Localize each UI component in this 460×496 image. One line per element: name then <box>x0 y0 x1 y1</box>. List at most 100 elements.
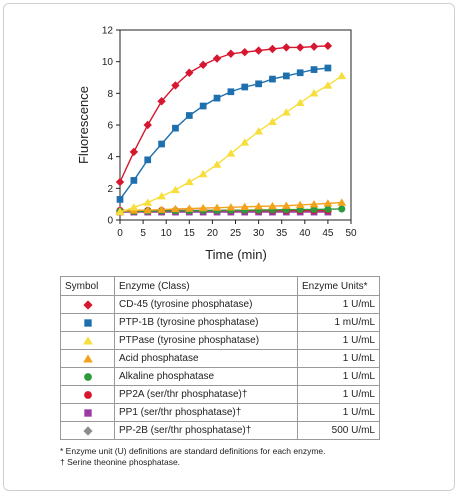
data-point <box>157 205 166 213</box>
y-tick-label: 2 <box>107 184 113 195</box>
y-tick-label: 4 <box>107 152 113 163</box>
legend-marker-icon <box>83 390 92 399</box>
y-axis-title: Fluorescence <box>76 86 91 164</box>
data-point <box>129 203 139 211</box>
dagger-footnote: † Serine theonine phosphatase. <box>60 456 181 467</box>
data-point <box>115 177 125 187</box>
data-point <box>255 80 262 88</box>
data-point <box>282 43 291 52</box>
data-point <box>184 177 194 186</box>
legend-enzyme-cell: Acid phosphatase <box>114 349 298 368</box>
legend-marker-icon <box>83 372 92 381</box>
data-point <box>130 177 138 184</box>
legend-row: Acid phosphatase 1 U/mL <box>60 349 380 368</box>
data-point <box>281 108 291 116</box>
legend-symbol-cell <box>60 403 115 422</box>
data-point <box>171 185 180 194</box>
legend-enzyme-cell: PTP-1B (tyrosine phosphatase) <box>114 313 298 332</box>
data-point <box>212 160 222 168</box>
data-point <box>337 198 347 206</box>
units-footnote: * Enzyme unit (U) definitions are standa… <box>60 446 326 456</box>
footnotes: * Enzyme unit (U) definitions are standa… <box>60 446 400 467</box>
legend-units-cell: 1 U/mL <box>297 295 380 314</box>
x-axis-title: Time (min) <box>205 247 267 262</box>
data-point <box>198 169 208 178</box>
data-point <box>323 81 333 89</box>
data-point <box>269 75 276 83</box>
data-point <box>143 205 153 214</box>
legend-units-cell: 1 U/mL <box>297 331 380 350</box>
x-tick-label: 10 <box>161 228 173 239</box>
x-tick-label: 0 <box>117 228 123 239</box>
x-tick-label: 35 <box>276 228 288 239</box>
legend-symbol-cell <box>60 421 115 440</box>
data-point <box>241 83 249 91</box>
data-point <box>323 41 333 51</box>
legend-row: PTP-1B (tyrosine phosphatase) 1 mU/mL <box>60 313 380 332</box>
data-point <box>309 89 319 97</box>
legend-enzyme-cell: PTPase (tyrosine phosphatase) <box>114 331 298 350</box>
x-tick-label: 30 <box>253 228 265 239</box>
legend-enzyme-cell: CD-45 (tyrosine phosphatase) <box>114 295 298 314</box>
legend-units-cell: 500 U/mL <box>297 421 380 440</box>
fluorescence-chart: 0 5 10 15 20 25 30 35 40 45 50 0 2 4 6 8 10 12 Fluorescen… <box>76 26 357 263</box>
plot-area-frame <box>119 29 352 221</box>
legend-marker-icon <box>83 318 92 327</box>
legend-enzyme-cell: Alkaline phosphatase <box>114 367 298 386</box>
data-point <box>158 140 165 148</box>
data-point <box>324 205 332 213</box>
data-point <box>171 81 180 90</box>
data-point <box>171 204 180 213</box>
legend-marker-icon <box>82 353 93 362</box>
data-point <box>198 60 208 70</box>
legend-symbol-cell <box>60 331 115 350</box>
legend-row: PTPase (tyrosine phosphatase) 1 U/mL <box>60 331 380 350</box>
data-point <box>129 147 139 157</box>
y-tick-label: 10 <box>102 57 114 68</box>
data-point <box>240 47 249 57</box>
data-point <box>268 117 277 125</box>
data-point <box>268 201 277 210</box>
legend-marker <box>83 372 92 381</box>
data-point <box>240 202 250 211</box>
legend-row: PP1 (ser/thr phosphatase)† 1 U/mL <box>60 403 380 422</box>
enzyme-legend-table: Symbol Enzyme (Class) Enzyme Units* CD-4… <box>60 276 380 440</box>
data-point <box>282 72 290 80</box>
series-line <box>119 75 343 213</box>
legend-symbol-cell <box>60 295 115 314</box>
data-point <box>295 98 305 106</box>
legend-row: PP2A (ser/thr phosphatase)† 1 U/mL <box>60 385 380 404</box>
legend-marker-icon <box>83 408 92 417</box>
legend-units-cell: 1 U/mL <box>297 367 380 386</box>
data-point <box>310 205 318 213</box>
legend-marker <box>82 299 93 310</box>
legend-marker <box>82 425 93 436</box>
legend-marker-icon <box>82 425 93 436</box>
y-tick-label: 6 <box>107 121 113 132</box>
data-point <box>254 202 264 210</box>
data-point <box>310 66 318 73</box>
data-point <box>254 46 263 55</box>
x-tick-label: 40 <box>299 228 311 239</box>
legend-marker <box>83 318 92 327</box>
data-point <box>198 203 208 212</box>
data-point <box>324 64 332 72</box>
legend-row: CD-45 (tyrosine phosphatase) 1 U/mL <box>60 295 380 314</box>
data-point <box>212 54 222 63</box>
legend-symbol-cell <box>60 367 115 386</box>
legend-row: PP-2B (ser/thr phosphatase)† 500 U/mL <box>60 421 380 440</box>
legend-units-cell: 1 U/mL <box>297 385 380 404</box>
legend-units-cell: 1 U/mL <box>297 349 380 368</box>
legend-enzyme-cell: PP-2B (ser/thr phosphatase)† <box>114 421 298 440</box>
data-point <box>323 199 333 207</box>
data-point <box>268 44 277 54</box>
data-point <box>338 205 346 213</box>
x-tick-label: 45 <box>322 228 334 239</box>
enzyme-column-header: Enzyme (Class) <box>114 276 298 296</box>
x-tick-label: 50 <box>345 228 357 239</box>
data-point <box>295 200 305 209</box>
data-point <box>240 138 250 146</box>
data-point <box>309 199 319 208</box>
legend-enzyme-cell: PP2A (ser/thr phosphatase)† <box>114 385 298 404</box>
series-line <box>119 67 328 200</box>
